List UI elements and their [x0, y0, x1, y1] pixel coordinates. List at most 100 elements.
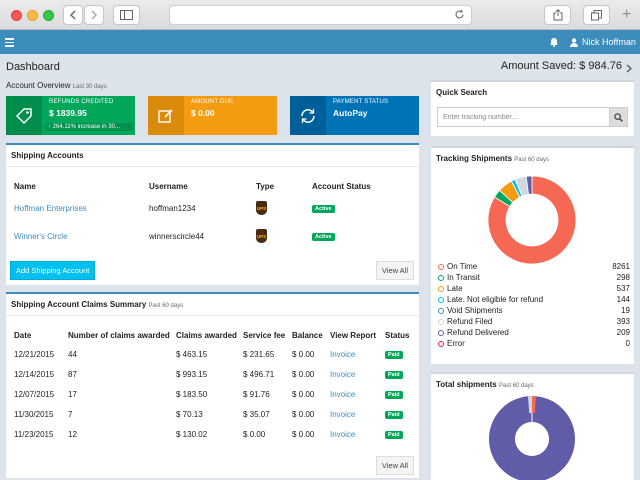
search-button[interactable]: [609, 108, 627, 126]
sidebar-toggle-button[interactable]: [113, 5, 140, 25]
legend-value: 537: [616, 284, 630, 293]
user-menu[interactable]: Nick Hoffman: [570, 37, 636, 47]
app-navbar: Nick Hoffman: [0, 30, 640, 54]
legend-label: Late: [447, 284, 463, 293]
balance-value: $ 0.00: [292, 409, 315, 419]
column-header: Status: [385, 330, 410, 340]
refund-filed-dot-icon: [438, 318, 444, 325]
legend-value: 298: [616, 273, 630, 282]
tracking-legend: On Time 8261 In Transit 298 Late 537 Late. …: [438, 261, 630, 349]
share-button[interactable]: [544, 5, 571, 25]
tile-value: $ 0.00: [191, 108, 215, 118]
invoice-link[interactable]: Invoice: [330, 429, 356, 439]
account-username: hoffman1234: [149, 203, 196, 213]
account-name-link[interactable]: Winner's Circle: [14, 231, 68, 241]
legend-value: 8261: [612, 262, 630, 271]
invoice-link[interactable]: Invoice: [330, 389, 356, 399]
total-shipments-donut-chart: [489, 396, 575, 480]
invoice-link[interactable]: Invoice: [330, 409, 356, 419]
claim-count: 17: [68, 389, 77, 399]
reload-icon[interactable]: [454, 9, 465, 20]
claim-count: 7: [68, 409, 73, 419]
status-badge: Paid: [385, 391, 403, 399]
panel-period: Past 60 days: [498, 383, 534, 389]
error-dot-icon: [438, 340, 444, 347]
user-icon: [570, 37, 578, 47]
legend-label: Refund Filed: [447, 317, 493, 326]
donut-slice: [528, 396, 532, 414]
tracking-search: [437, 107, 628, 127]
legend-item: In Transit 298: [438, 272, 630, 283]
panel-title: Shipping Account Claims Summary Past 60 …: [6, 294, 419, 316]
claim-count: 87: [68, 369, 77, 379]
tile-note: ↑ 264.11% increase in 30...: [45, 123, 133, 131]
balance-value: $ 0.00: [292, 389, 315, 399]
panel-period: Past 60 days: [148, 303, 184, 309]
panel-period: Past 60 days: [514, 157, 549, 163]
panel-title-text: Total shipments: [436, 380, 497, 389]
on-time-dot-icon: [438, 263, 444, 270]
chevron-left-icon: [70, 10, 76, 20]
arrow-up-icon: ↑: [48, 124, 51, 130]
amount-saved-label: Amount Saved:: [500, 60, 577, 72]
column-header: Service fee: [243, 330, 286, 340]
panel-title: Shipping Accounts: [6, 145, 419, 167]
panel-title: Total shipments Past 60 days: [431, 374, 634, 395]
close-window-button[interactable]: [11, 10, 22, 21]
claim-date: 11/23/2015: [14, 429, 54, 439]
shipping-accounts-panel: Shipping Accounts Name Username Type Acc…: [6, 143, 419, 285]
back-button[interactable]: [63, 5, 83, 25]
panel-title-text: Shipping Account Claims Summary: [11, 300, 147, 309]
claim-date: 12/21/2015: [14, 349, 55, 359]
table-row: 12/07/2015 17 $ 183.50 $ 91.76 $ 0.00 In…: [14, 384, 414, 404]
in-transit-dot-icon: [438, 274, 444, 281]
minimize-window-button[interactable]: [27, 10, 38, 21]
sidebar-icon: [120, 10, 133, 20]
claims-awarded-value: $ 70.13: [176, 409, 203, 419]
status-badge: Paid: [385, 411, 403, 419]
amount-saved: Amount Saved: $ 984.76: [501, 60, 622, 72]
new-tab-button[interactable]: +: [622, 6, 632, 23]
tile-label: Payment Status: [333, 99, 389, 105]
forward-button[interactable]: [84, 5, 104, 25]
table-header-row: Name Username Type Account Status: [14, 178, 404, 194]
service-fee-value: $ 91.76: [243, 389, 270, 399]
maximize-window-button[interactable]: [43, 10, 54, 21]
tabs-overview-button[interactable]: [583, 5, 610, 25]
account-name-link[interactable]: Hoffman Enterprises: [14, 203, 87, 213]
address-bar[interactable]: [169, 5, 472, 25]
claims-awarded-value: $ 463.15: [176, 349, 208, 359]
tile-value: $ 1839.95: [49, 108, 87, 118]
invoice-link[interactable]: Invoice: [330, 369, 356, 379]
table-row: 11/23/2015 12 $ 130.02 $ 0.00 $ 0.00 Inv…: [14, 424, 414, 444]
amount-due-tile[interactable]: Amount Due $ 0.00: [148, 96, 277, 135]
legend-label: Refund Delivered: [447, 328, 509, 337]
tile-note-text: 264.11% increase in 30...: [52, 124, 120, 130]
invoice-link[interactable]: Invoice: [330, 349, 356, 359]
menu-toggle-icon[interactable]: [5, 38, 14, 49]
account-overview-period: Last 30 days: [72, 84, 107, 90]
legend-item: Refund Delivered 209: [438, 327, 630, 338]
tile-label: Amount Due: [191, 99, 234, 105]
amount-saved-value: $ 984.76: [579, 60, 622, 72]
user-name: Nick Hoffman: [582, 37, 636, 47]
column-header: View Report: [330, 330, 377, 340]
legend-value: 144: [616, 295, 630, 304]
tracking-number-input[interactable]: [438, 108, 610, 126]
column-header: Name: [14, 181, 36, 191]
view-all-claims-button[interactable]: View All: [375, 456, 414, 475]
add-shipping-account-button[interactable]: Add Shipping Account: [10, 261, 96, 280]
chevron-right-icon[interactable]: [626, 64, 632, 73]
panel-title: Tracking Shipments Past 60 days: [431, 148, 634, 169]
refunds-credited-tile[interactable]: Refunds Credited $ 1839.95 ↑ 264.11% inc…: [6, 96, 135, 135]
payment-status-tile[interactable]: Payment Status AutoPay: [290, 96, 419, 135]
late-dot-icon: [438, 285, 444, 292]
claim-count: 44: [68, 349, 77, 359]
view-all-accounts-button[interactable]: View All: [375, 261, 414, 280]
ups-logo: UPS: [256, 229, 267, 243]
search-icon: [614, 112, 623, 122]
balance-value: $ 0.00: [292, 349, 315, 359]
sync-icon: [301, 108, 315, 123]
bell-icon[interactable]: [549, 36, 559, 47]
refund-delivered-dot-icon: [438, 329, 444, 336]
